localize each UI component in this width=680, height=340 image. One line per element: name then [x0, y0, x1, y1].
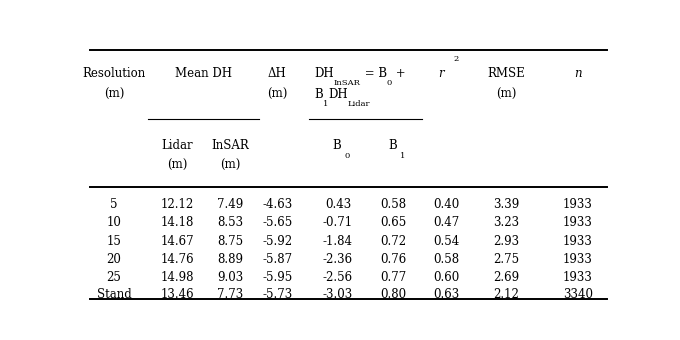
Text: -5.65: -5.65: [262, 216, 292, 229]
Text: 0.72: 0.72: [380, 235, 407, 248]
Text: -2.56: -2.56: [323, 271, 353, 284]
Text: 1: 1: [323, 100, 328, 108]
Text: (m): (m): [104, 88, 124, 101]
Text: 0.40: 0.40: [433, 198, 459, 211]
Text: ΔH: ΔH: [268, 67, 287, 80]
Text: 0.80: 0.80: [380, 288, 407, 301]
Text: Lidar: Lidar: [348, 100, 371, 108]
Text: 12.12: 12.12: [160, 198, 194, 211]
Text: Mean DH: Mean DH: [175, 67, 232, 80]
Text: -5.95: -5.95: [262, 271, 292, 284]
Text: B: B: [388, 139, 396, 152]
Text: (m): (m): [167, 159, 188, 172]
Text: 1: 1: [400, 152, 405, 160]
Text: 8.89: 8.89: [217, 253, 243, 266]
Text: 0.60: 0.60: [433, 271, 459, 284]
Text: 1933: 1933: [563, 235, 593, 248]
Text: 20: 20: [107, 253, 122, 266]
Text: 14.67: 14.67: [160, 235, 194, 248]
Text: 2.12: 2.12: [494, 288, 520, 301]
Text: B: B: [333, 139, 341, 152]
Text: 0.63: 0.63: [433, 288, 459, 301]
Text: 14.18: 14.18: [160, 216, 194, 229]
Text: 3.39: 3.39: [494, 198, 520, 211]
Text: B: B: [314, 88, 323, 101]
Text: 3.23: 3.23: [494, 216, 520, 229]
Text: (m): (m): [220, 159, 240, 172]
Text: (m): (m): [496, 88, 517, 101]
Text: 0.65: 0.65: [380, 216, 407, 229]
Text: 0.77: 0.77: [380, 271, 407, 284]
Text: -4.63: -4.63: [262, 198, 292, 211]
Text: 0.43: 0.43: [325, 198, 351, 211]
Text: 3340: 3340: [563, 288, 593, 301]
Text: RMSE: RMSE: [488, 67, 526, 80]
Text: DH: DH: [314, 67, 334, 80]
Text: 15: 15: [107, 235, 122, 248]
Text: 0.54: 0.54: [433, 235, 459, 248]
Text: Resolution: Resolution: [82, 67, 146, 80]
Text: 0: 0: [387, 79, 392, 87]
Text: 0.58: 0.58: [433, 253, 459, 266]
Text: r: r: [438, 67, 443, 80]
Text: 0.76: 0.76: [380, 253, 407, 266]
Text: -5.73: -5.73: [262, 288, 292, 301]
Text: Lidar: Lidar: [161, 139, 193, 152]
Text: 1933: 1933: [563, 271, 593, 284]
Text: 13.46: 13.46: [160, 288, 194, 301]
Text: 10: 10: [107, 216, 122, 229]
Text: 2: 2: [454, 55, 459, 63]
Text: 9.03: 9.03: [217, 271, 243, 284]
Text: 7.49: 7.49: [217, 198, 243, 211]
Text: 1933: 1933: [563, 198, 593, 211]
Text: 2.69: 2.69: [494, 271, 520, 284]
Text: 8.75: 8.75: [217, 235, 243, 248]
Text: 25: 25: [107, 271, 122, 284]
Text: n: n: [574, 67, 581, 80]
Text: -5.92: -5.92: [262, 235, 292, 248]
Text: 0.58: 0.58: [380, 198, 407, 211]
Text: 14.98: 14.98: [160, 271, 194, 284]
Text: 14.76: 14.76: [160, 253, 194, 266]
Text: InSAR: InSAR: [334, 79, 361, 87]
Text: Stand: Stand: [97, 288, 131, 301]
Text: DH: DH: [328, 88, 348, 101]
Text: 5: 5: [110, 198, 118, 211]
Text: -2.36: -2.36: [323, 253, 353, 266]
Text: -0.71: -0.71: [323, 216, 353, 229]
Text: 8.53: 8.53: [217, 216, 243, 229]
Text: 7.73: 7.73: [217, 288, 243, 301]
Text: = B: = B: [361, 67, 387, 80]
Text: 2.75: 2.75: [494, 253, 520, 266]
Text: 1933: 1933: [563, 253, 593, 266]
Text: 2.93: 2.93: [494, 235, 520, 248]
Text: 0: 0: [344, 152, 350, 160]
Text: -3.03: -3.03: [323, 288, 353, 301]
Text: -5.87: -5.87: [262, 253, 292, 266]
Text: -1.84: -1.84: [323, 235, 353, 248]
Text: (m): (m): [267, 88, 288, 101]
Text: 1933: 1933: [563, 216, 593, 229]
Text: +: +: [392, 67, 406, 80]
Text: 0.47: 0.47: [433, 216, 459, 229]
Text: InSAR: InSAR: [211, 139, 249, 152]
